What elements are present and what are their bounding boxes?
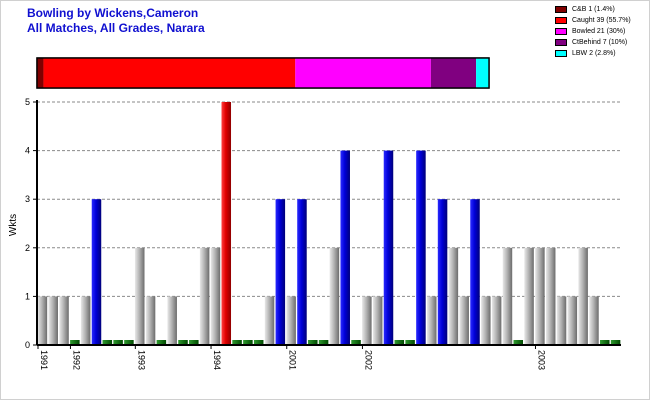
bar <box>297 199 307 345</box>
stack-segment <box>37 58 44 88</box>
bar <box>502 247 513 345</box>
bar <box>556 296 567 345</box>
y-axis-title: Wkts <box>8 214 19 236</box>
gridlines <box>37 101 621 297</box>
bar <box>481 296 491 345</box>
bar <box>91 199 102 345</box>
legend-item-cb: C&B 1 (1.4%) <box>555 5 650 15</box>
legend-label: Bowled 21 (30%) <box>572 28 626 35</box>
bar-zero <box>232 340 242 345</box>
legend-label: LBW 2 (2.8%) <box>572 50 616 57</box>
bar <box>134 247 145 345</box>
bar <box>578 247 588 345</box>
axes: 0 1 2 3 4 5 1991 1992 1993 1994 2001 2002 2003 <box>25 97 621 370</box>
bar <box>275 199 286 345</box>
bar-zero <box>189 340 199 345</box>
x-tick-label: 2001 <box>288 350 298 370</box>
y-tick-label: 2 <box>25 243 30 253</box>
stack-border <box>36 57 490 89</box>
bar-zero <box>156 340 167 345</box>
bar-zero <box>308 340 318 345</box>
bar <box>329 247 340 345</box>
x-tick-label: 2002 <box>363 350 373 370</box>
bar-zero <box>405 340 415 345</box>
bar <box>448 247 459 345</box>
bar-zero <box>394 340 405 345</box>
x-tick-label: 2003 <box>536 350 546 370</box>
bar-zero <box>610 340 621 345</box>
legend-swatch <box>555 17 567 24</box>
stack-segment <box>43 58 296 88</box>
y-tick-label: 5 <box>25 97 30 107</box>
legend-item-lbw: LBW 2 (2.8%) <box>555 49 650 59</box>
bar <box>567 296 578 345</box>
bar-zero <box>102 340 113 345</box>
bar <box>221 102 232 345</box>
bar <box>524 247 534 345</box>
bar <box>383 150 394 345</box>
bar <box>286 296 296 345</box>
bar-zero <box>243 340 253 345</box>
bar-zero <box>600 340 610 345</box>
legend-swatch <box>555 39 567 46</box>
bar <box>80 296 91 345</box>
bar <box>167 296 177 345</box>
legend-item-bowled: Bowled 21 (30%) <box>555 27 650 37</box>
bar <box>372 296 383 345</box>
bar <box>340 150 350 345</box>
y-tick-label: 1 <box>25 291 30 301</box>
legend-swatch <box>555 50 567 57</box>
x-tick-label: 1992 <box>71 350 81 370</box>
y-tick-label: 4 <box>25 146 30 156</box>
bar <box>437 199 448 345</box>
legend-item-caught: Caught 39 (55.7%) <box>555 16 650 26</box>
legend-item-ctbehind: CtBehind 7 (10%) <box>555 38 650 48</box>
chart-subtitle: All Matches, All Grades, Narara <box>27 21 205 35</box>
bar <box>59 296 69 345</box>
legend-label: Caught 39 (55.7%) <box>572 17 631 24</box>
bar <box>470 199 480 345</box>
legend-label: CtBehind 7 (10%) <box>572 39 628 46</box>
bar <box>426 296 437 345</box>
bar <box>199 247 210 345</box>
bar <box>491 296 502 345</box>
bar <box>589 296 599 345</box>
legend-swatch <box>555 28 567 35</box>
legend-swatch <box>555 6 567 13</box>
bars <box>37 102 621 345</box>
bar-zero <box>70 340 80 345</box>
y-tick-label: 3 <box>25 194 30 204</box>
bar-zero <box>513 340 524 345</box>
legend-label: C&B 1 (1.4%) <box>572 6 615 13</box>
stack-segment <box>295 58 431 88</box>
bar <box>362 296 372 345</box>
bar-zero <box>124 340 134 345</box>
bar <box>37 296 48 345</box>
bar-zero <box>178 340 188 345</box>
bar <box>48 296 58 345</box>
y-tick-label: 0 <box>25 340 30 350</box>
bar <box>535 247 545 345</box>
bar-zero <box>351 340 361 345</box>
stack-segment <box>476 58 489 88</box>
bar <box>210 247 221 345</box>
bar-zero <box>318 340 329 345</box>
chart-title: Bowling by Wickens,Cameron <box>27 6 199 20</box>
bar-zero <box>253 340 264 345</box>
bar <box>416 150 426 345</box>
x-tick-label: 1993 <box>136 350 146 370</box>
x-tick-label: 1991 <box>39 350 49 370</box>
bar-zero <box>113 340 123 345</box>
x-tick-label: 1994 <box>212 350 222 370</box>
dismissal-stack-bar <box>36 57 490 89</box>
bar <box>145 296 156 345</box>
bar <box>459 296 469 345</box>
stack-segment <box>430 58 477 88</box>
bar <box>264 296 275 345</box>
bar <box>545 247 556 345</box>
